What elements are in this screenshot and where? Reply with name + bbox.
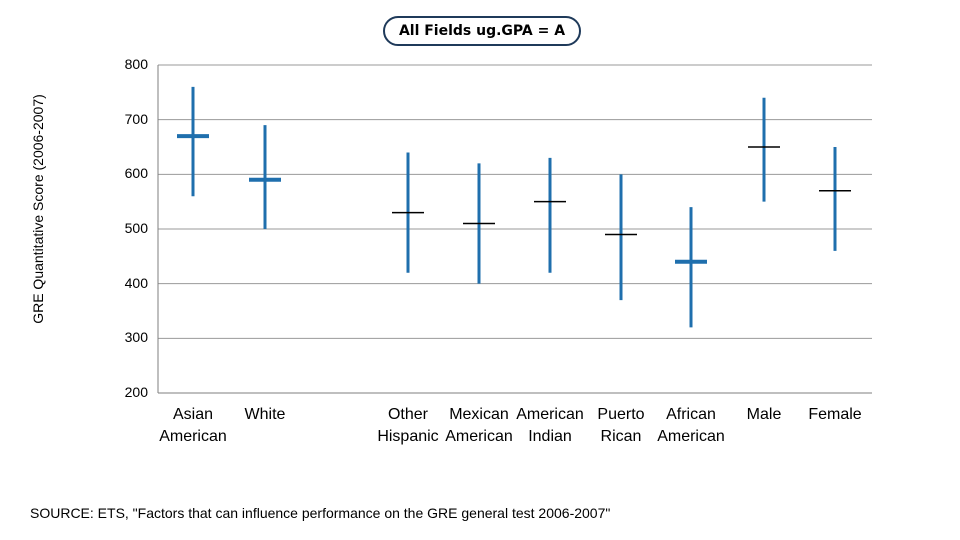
x-category-label: African American	[646, 404, 736, 448]
x-category-label-line: Mexican	[449, 406, 509, 423]
x-category-label: Mexican American	[434, 404, 524, 448]
y-tick-label: 400	[124, 274, 148, 291]
x-category-label-line: American	[445, 428, 513, 445]
x-category-label-line: American	[657, 428, 725, 445]
x-category-label: Other Hispanic	[363, 404, 453, 448]
x-category-label-line: Male	[746, 406, 782, 423]
x-category-label: Male	[719, 404, 809, 448]
x-category-label: Female	[790, 404, 880, 448]
y-tick-label: 300	[124, 329, 148, 346]
x-category-label-line: American	[159, 428, 227, 445]
x-category-label-line: White	[244, 406, 286, 423]
x-category-label-line: Hispanic	[377, 428, 439, 445]
source-note: SOURCE: ETS, "Factors that can influence…	[30, 505, 611, 521]
x-category-label: Puerto Rican	[576, 404, 666, 448]
x-category-label-line: Puerto	[597, 406, 645, 423]
y-tick-label: 700	[124, 110, 148, 127]
x-category-label-line: African	[666, 406, 716, 423]
x-category-label-line: American	[516, 406, 584, 423]
x-category-label-line	[790, 426, 880, 448]
y-tick-label: 200	[124, 384, 148, 400]
x-category-label: American Indian	[505, 404, 595, 448]
y-tick-label: 600	[124, 165, 148, 182]
x-category-label-line: Female	[808, 406, 862, 423]
x-category-label-line: Indian	[528, 428, 572, 445]
x-category-label-line: Other	[387, 406, 428, 423]
x-category-label-line: Asian	[172, 406, 214, 423]
chart-title: All Fields ug.GPA = A	[383, 16, 581, 46]
y-tick-label: 500	[124, 220, 148, 236]
y-axis-label: GRE Quantitative Score (2006-2007)	[30, 94, 46, 324]
y-tick-label: 800	[124, 56, 148, 72]
x-category-label: White	[220, 404, 310, 448]
x-category-label: Asian American	[148, 404, 238, 448]
x-category-label-line	[220, 426, 310, 448]
x-category-label-line: Rican	[600, 428, 642, 445]
